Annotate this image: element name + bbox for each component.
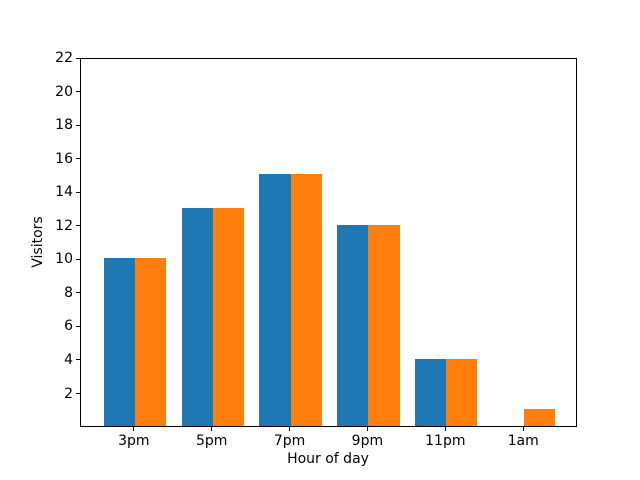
y-tick-label: 4 [64,351,73,368]
x-tick-mark [289,427,291,431]
x-tick-mark [211,427,213,431]
x-tick-mark [444,427,446,431]
y-axis-label: Visitors [30,216,46,268]
y-tick-mark [76,91,80,92]
bar-orange-series-5pm [212,208,244,426]
y-tick-mark [76,191,80,193]
x-tick-label: 5pm [195,433,228,449]
bar-blue-series-7pm [259,174,291,426]
x-tick-label: 1am [507,433,539,449]
plot-area [80,58,577,427]
x-tick-mark [366,427,368,431]
bar-blue-series-3pm [103,258,135,426]
x-tick-mark [522,427,524,431]
y-tick-label: 16 [55,150,73,167]
x-tick-label: 3pm [118,433,150,449]
x-axis-label: Hour of day [287,451,369,467]
y-tick-mark [76,124,80,126]
y-tick-label: 2 [64,385,73,402]
y-tick-mark [76,57,80,59]
x-tick-mark [133,427,135,431]
bar-orange-series-3pm [134,258,166,426]
y-tick-mark [76,325,80,327]
y-tick-label: 8 [64,284,73,301]
bar-orange-series-11pm [446,358,478,426]
y-tick-label: 6 [64,318,73,335]
y-tick-mark [76,225,80,227]
bar-orange-series-7pm [290,174,322,426]
x-tick-label: 9pm [351,433,384,449]
bar-blue-series-5pm [181,208,213,426]
y-tick-label: 20 [55,83,73,100]
y-tick-mark [76,258,80,260]
y-tick-label: 18 [55,117,73,134]
y-tick-mark [76,158,80,160]
bar-blue-series-11pm [415,358,447,426]
y-tick-label: 22 [55,50,73,66]
y-tick-label: 10 [55,251,73,268]
x-tick-label: 7pm [273,433,306,449]
y-tick-mark [76,393,80,394]
bar-blue-series-9pm [337,224,369,426]
y-tick-mark [76,359,80,361]
bar-orange-series-9pm [368,224,400,426]
bar-orange-series-1am [524,409,556,426]
y-tick-label: 12 [55,217,73,234]
x-tick-label: 11pm [425,433,466,449]
y-tick-mark [76,292,80,294]
y-tick-label: 14 [55,184,73,201]
